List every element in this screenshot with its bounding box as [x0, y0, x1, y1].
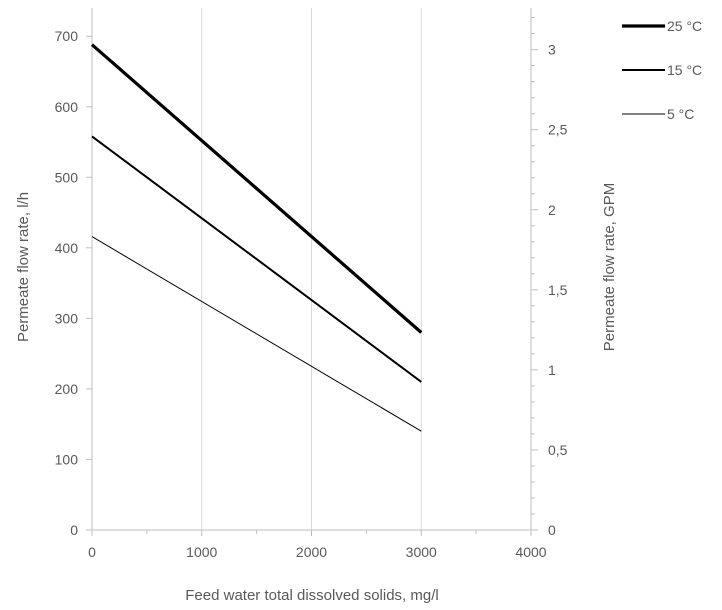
x-tick-label: 0 — [88, 544, 96, 560]
y-axis-ticks: 0 100 200 300 400 500 600 700 — [55, 28, 92, 538]
y-tick-label: 200 — [55, 381, 79, 397]
series-line-25Cc — [90, 43, 423, 334]
y-tick-label: 600 — [55, 99, 79, 115]
y-tick-label: 700 — [55, 28, 79, 44]
y-tick-label: 300 — [55, 310, 79, 326]
legend-label: 25 °C — [667, 18, 702, 34]
y-tick-label: 500 — [55, 169, 79, 185]
y2-tick-label: 1,5 — [548, 282, 568, 298]
x-axis-title: Feed water total dissolved solids, mg/l — [185, 587, 438, 604]
y2-tick-label: 0,5 — [548, 442, 568, 458]
y-tick-label: 0 — [70, 522, 78, 538]
x-tick-label: 4000 — [515, 544, 546, 560]
y-axis-title: Permeate flow rate, l/h — [15, 192, 32, 342]
x-tick-label: 3000 — [406, 544, 437, 560]
series-lines — [90, 43, 423, 432]
y2-tick-label: 2 — [548, 202, 556, 218]
x-tick-label: 1000 — [186, 544, 217, 560]
legend: 25 °C 15 °C 5 °C — [622, 18, 702, 122]
y2-axis-title: Permeate flow rate, GPM — [601, 183, 618, 351]
y2-tick-label: 1 — [548, 362, 556, 378]
y2-axis-ticks: 0 0,5 1 1,5 2 2,5 3 — [531, 17, 568, 538]
y-tick-label: 400 — [55, 240, 79, 256]
y2-tick-label: 0 — [548, 522, 556, 538]
series-line-15Cc — [91, 135, 422, 383]
legend-label: 15 °C — [667, 62, 702, 78]
series-line-5Cc — [91, 236, 422, 432]
x-axis-ticks: 0 1000 2000 3000 4000 — [88, 530, 547, 560]
legend-label: 5 °C — [667, 106, 694, 122]
grid-lines — [201, 8, 532, 530]
x-tick-label: 2000 — [296, 544, 327, 560]
y-tick-label: 100 — [55, 451, 79, 467]
y2-tick-label: 2,5 — [548, 122, 568, 138]
y2-tick-label: 3 — [548, 42, 556, 58]
